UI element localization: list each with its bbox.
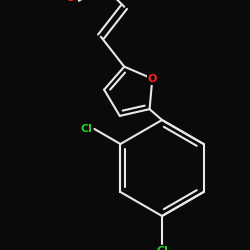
Text: Cl: Cl	[80, 124, 92, 134]
Text: O: O	[66, 0, 75, 3]
Text: Cl: Cl	[156, 246, 168, 250]
Text: O: O	[148, 74, 157, 84]
